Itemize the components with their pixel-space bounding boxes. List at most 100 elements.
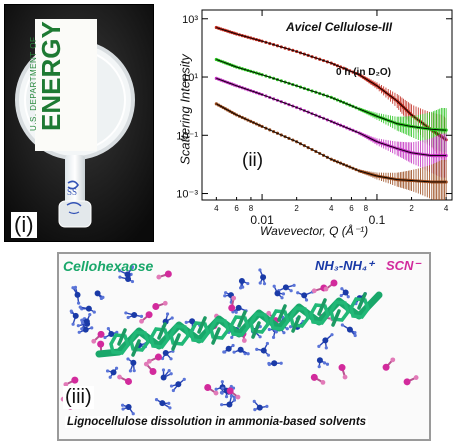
glucose-ring: [229, 315, 250, 337]
ammonia-h-atom: [253, 407, 257, 412]
scn-atom: [152, 302, 160, 310]
ammonia-h-atom: [232, 398, 237, 402]
glucose-ring: [109, 333, 130, 355]
ammonia-h-atom: [223, 350, 227, 354]
ammonia-n-atom: [271, 360, 278, 367]
ammonia-h-atom: [258, 335, 262, 339]
ammonia-h-atom: [272, 284, 276, 288]
ammonia-h-atom: [161, 368, 166, 372]
ammonia-h-atom: [69, 309, 73, 313]
fit-line: [216, 103, 447, 183]
scn-atom: [97, 330, 105, 338]
md-snapshot-panel: Cellohexaose NH₃-NH₄⁺ SCN⁻ (iii) Lignoce…: [57, 252, 431, 441]
ammonia-h-atom: [267, 362, 272, 367]
chart-ticks: 0.01 0.1 4 6 8 2 4 6 8 2 4 10⁻³ 10⁻¹ 10¹ 10³: [176, 10, 452, 227]
label-cellohexaose: Cellohexaose: [63, 258, 154, 274]
ammonia-h-atom: [124, 311, 128, 315]
ammonia-h-atom: [154, 398, 159, 402]
x-minor-label: 6: [234, 204, 239, 213]
x-minor-label: 2: [294, 204, 299, 213]
ammonia-h-atom: [340, 323, 344, 327]
ring-substituent: [197, 316, 207, 334]
scn-atom: [139, 318, 144, 324]
x-tick-label: 0.1: [369, 213, 386, 227]
scn-atom: [330, 279, 338, 287]
ammonia-h-atom: [115, 330, 119, 334]
ammonia-h-atom: [282, 331, 286, 335]
ammonia-h-atom: [231, 343, 235, 348]
ammonia-n-atom: [235, 304, 242, 311]
glucose-ring: [209, 318, 230, 340]
ammonia-h-atom: [128, 369, 133, 373]
ammonia-n-atom: [108, 330, 115, 337]
scn-atom: [266, 310, 272, 316]
scn-atom: [117, 374, 122, 380]
ammonia-h-atom: [169, 384, 174, 388]
ammonia-h-atom: [88, 313, 92, 317]
ammonia-h-atom: [296, 291, 300, 295]
ammonia-h-atom: [255, 347, 259, 351]
ring-substituent: [357, 292, 367, 310]
glucose-ring: [249, 312, 270, 334]
glucose-ring: [189, 321, 210, 343]
molecular-snapshot: [60, 265, 419, 416]
glucose-ring: [129, 330, 150, 352]
scn-atom: [146, 358, 152, 364]
ammonia-h-atom: [101, 295, 105, 299]
scn-atom: [403, 378, 411, 386]
ammonia-h-atom: [285, 327, 289, 331]
ammonia-h-atom: [280, 296, 284, 300]
ring-substituent: [291, 315, 301, 333]
scn-atom: [145, 311, 153, 319]
photo-panel: U.S. DEPARTMENT OF ENERGY SS (i): [4, 4, 154, 242]
ammonia-h-atom: [246, 281, 250, 286]
chart-series: [214, 25, 448, 200]
ammonia-h-atom: [223, 294, 227, 298]
ammonia-h-atom: [346, 295, 350, 299]
ammonia-h-atom: [130, 279, 135, 284]
ring-substituent: [117, 328, 127, 346]
scn-atom: [310, 373, 318, 381]
ammonia-h-atom: [340, 287, 344, 291]
ammonia-h-atom: [353, 333, 357, 338]
x-minor-label: 2: [409, 204, 414, 213]
ammonia-n-atom: [282, 284, 289, 291]
ammonia-n-atom: [189, 318, 196, 325]
scattering-chart: 0.01 0.1 4 6 8 2 4 6 8 2 4 10⁻³ 10⁻¹ 10¹ 10³: [176, 9, 453, 227]
scn-atom: [91, 338, 97, 344]
glucose-ring: [149, 327, 170, 349]
ammonia-h-atom: [224, 291, 228, 295]
scn-atom: [342, 374, 348, 380]
ammonia-n-atom: [274, 290, 281, 297]
ammonia-h-atom: [232, 350, 236, 354]
scn-atom: [164, 270, 172, 278]
ammonia-h-atom: [168, 406, 172, 410]
ammonia-h-atom: [304, 298, 309, 302]
scn-atom: [213, 390, 219, 396]
ammonia-h-atom: [324, 346, 328, 350]
y-tick-label: 10⁻¹: [176, 130, 198, 142]
glucose-ring: [329, 300, 350, 322]
ammonia-n-atom: [225, 345, 232, 352]
ammonia-h-atom: [118, 269, 122, 273]
x-minor-label: 4: [444, 204, 449, 213]
ammonia-h-atom: [139, 314, 144, 319]
ammonia-h-atom: [71, 322, 75, 326]
ammonia-h-atom: [288, 325, 293, 329]
ammonia-n-atom: [238, 278, 245, 285]
ammonia-h-atom: [90, 326, 94, 330]
scn-atom: [204, 384, 212, 392]
ammonia-h-atom: [330, 333, 334, 337]
glucose-ring: [169, 324, 190, 346]
x-minor-label: 4: [329, 204, 334, 213]
ammonia-h-atom: [317, 344, 321, 348]
ammonia-h-atom: [214, 387, 218, 391]
ammonia-h-atom: [232, 395, 237, 400]
data-point: [444, 128, 448, 132]
scn-atom: [228, 304, 236, 312]
ammonia-h-atom: [170, 316, 174, 320]
ring-substituent: [277, 304, 287, 322]
ammonia-h-atom: [106, 326, 110, 331]
scn-atom: [162, 300, 168, 306]
scn-atom: [390, 357, 396, 363]
